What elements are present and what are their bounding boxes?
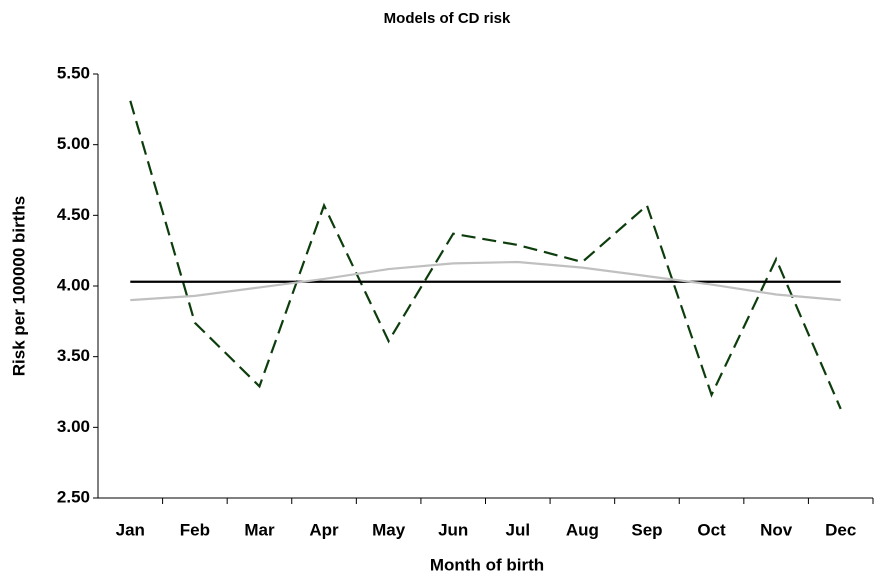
series-line bbox=[129, 100, 842, 410]
y-axis-label: Risk per 100000 births bbox=[9, 196, 28, 376]
x-tick-label: Nov bbox=[760, 520, 793, 539]
x-tick-label: Oct bbox=[697, 520, 726, 539]
y-tick-label: 3.50 bbox=[57, 346, 90, 365]
x-tick-label: Dec bbox=[825, 520, 856, 539]
x-axis-label: Month of birth bbox=[430, 555, 544, 574]
x-tick-label: Jun bbox=[438, 520, 468, 539]
y-tick-label: 4.50 bbox=[57, 205, 90, 224]
series-line bbox=[130, 260, 841, 302]
x-tick-label: Apr bbox=[309, 520, 339, 539]
y-tick-label: 4.00 bbox=[57, 275, 90, 294]
chart-title: Models of CD risk bbox=[384, 10, 511, 27]
y-tick-label: 3.00 bbox=[57, 417, 90, 436]
x-tick-label: Jan bbox=[116, 520, 145, 539]
x-tick-label: Aug bbox=[566, 520, 599, 539]
x-tick-label: Feb bbox=[180, 520, 210, 539]
x-tick-label: Sep bbox=[631, 520, 662, 539]
y-tick-label: 2.50 bbox=[57, 487, 90, 506]
x-tick-label: Jul bbox=[506, 520, 531, 539]
y-tick-label: 5.00 bbox=[57, 134, 90, 153]
x-tick-label: May bbox=[372, 520, 406, 539]
x-tick-label: Mar bbox=[244, 520, 275, 539]
y-tick-label: 5.50 bbox=[57, 63, 90, 82]
